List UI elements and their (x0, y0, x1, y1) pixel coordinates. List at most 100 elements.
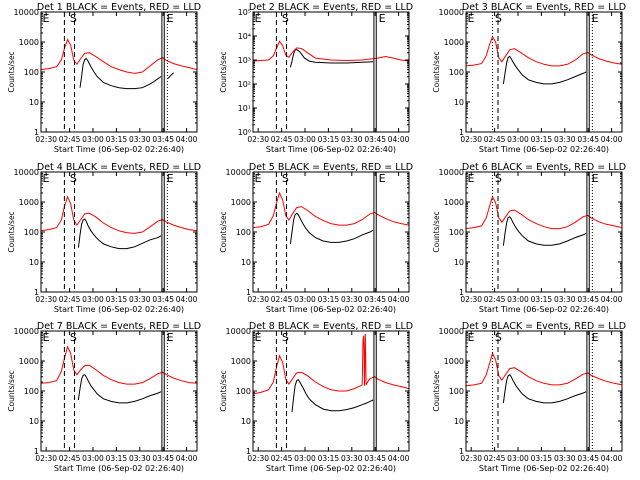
series-line-det7-events (77, 374, 162, 404)
plot-frame (465, 171, 623, 293)
series-line-det8-events (291, 378, 374, 413)
panel-title: Det 4 BLACK = Events, RED = LLD (37, 162, 201, 173)
x-axis-label: Start Time (06-Sep-02 02:26:40) (266, 305, 396, 314)
region-marker-s-1: S (495, 331, 502, 344)
y-tick-label: 100 (236, 387, 251, 396)
panel-det-2: E S E 10⁰ 10¹ 10² 10³ 10⁴ 10⁵ 02:30 02:45 03:00 03:1… (219, 2, 413, 154)
region-marker-e-2: E (167, 172, 174, 185)
y-tick-label: 10 (454, 258, 464, 267)
y-tick-label: 100 (24, 228, 39, 237)
x-tick-label: 02:45 (271, 135, 293, 144)
x-tick-label: 03:30 (341, 454, 363, 463)
plot-frame (465, 330, 623, 452)
y-tick-label: 10000 (14, 327, 39, 336)
region-marker-e-0: E (255, 172, 262, 185)
y-tick-label: 1 (246, 447, 251, 456)
x-tick-label: 04:00 (388, 295, 410, 304)
y-tick-label: 10 (29, 258, 39, 267)
x-tick-label: 02:45 (59, 135, 81, 144)
y-tick-label: 10⁵ (238, 8, 251, 17)
y-tick-label: 1000 (444, 357, 464, 366)
x-tick-label: 03:00 (507, 135, 529, 144)
region-marker-s-1: S (70, 172, 77, 185)
y-tick-label: 1 (459, 447, 464, 456)
y-tick-label: 1 (34, 447, 39, 456)
region-marker-e-2: E (592, 331, 599, 344)
x-tick-label: 02:30 (247, 454, 269, 463)
x-tick-label: 03:15 (318, 454, 340, 463)
x-tick-label: 02:45 (271, 295, 293, 304)
y-tick-label: 10000 (14, 168, 39, 177)
x-tick-label: 03:15 (106, 454, 128, 463)
y-tick-label: 10 (454, 417, 464, 426)
series-line-det4-lld (40, 195, 198, 234)
region-marker-s-1: S (70, 12, 77, 25)
series-line-det2-events (289, 49, 374, 68)
series-line-det1-lld (40, 38, 198, 74)
y-axis-label: Counts/sec (219, 51, 228, 92)
region-marker-e-0: E (43, 331, 50, 344)
series-line-det4-events (77, 218, 162, 250)
x-tick-label: 03:45 (577, 295, 599, 304)
region-marker-e-0: E (468, 331, 475, 344)
x-tick-label: 03:15 (531, 135, 553, 144)
y-tick-label: 1000 (444, 198, 464, 207)
y-tick-label: 1000 (231, 198, 251, 207)
region-marker-e-0: E (43, 172, 50, 185)
x-tick-label: 03:45 (364, 454, 386, 463)
y-tick-label: 10 (29, 417, 39, 426)
y-tick-label: 1000 (19, 38, 39, 47)
y-tick-label: 1 (459, 128, 464, 137)
x-axis-label: Start Time (06-Sep-02 02:26:40) (266, 464, 396, 473)
region-marker-e-2: E (167, 12, 174, 25)
x-tick-label: 04:00 (388, 454, 410, 463)
x-tick-label: 04:00 (176, 295, 198, 304)
region-marker-s-1: S (282, 172, 289, 185)
x-tick-label: 02:45 (59, 295, 81, 304)
y-tick-label: 10000 (439, 327, 464, 336)
x-tick-label: 03:30 (129, 135, 151, 144)
region-marker-e-0: E (255, 331, 262, 344)
y-tick-label: 1000 (19, 357, 39, 366)
x-tick-label: 03:15 (318, 295, 340, 304)
region-marker-s-1: S (495, 12, 502, 25)
x-tick-label: 03:45 (577, 135, 599, 144)
series-line-det8-lld (252, 333, 410, 395)
x-tick-label: 03:30 (554, 295, 576, 304)
panel-title: Det 5 BLACK = Events, RED = LLD (249, 162, 413, 173)
x-axis-label: Start Time (06-Sep-02 02:26:40) (479, 145, 609, 154)
y-tick-label: 10 (454, 98, 464, 107)
series-line-det6-lld (465, 195, 623, 230)
y-tick-label: 100 (449, 228, 464, 237)
x-tick-label: 03:45 (577, 454, 599, 463)
y-axis-label: Counts/sec (7, 211, 16, 252)
y-tick-label: 1000 (231, 357, 251, 366)
x-tick-label: 04:00 (176, 454, 198, 463)
x-tick-label: 03:15 (531, 454, 553, 463)
series-line-det5-events (289, 212, 374, 244)
x-tick-label: 03:00 (82, 454, 104, 463)
x-tick-label: 03:15 (531, 295, 553, 304)
y-tick-label: 1 (459, 288, 464, 297)
y-tick-label: 1 (34, 128, 39, 137)
x-tick-label: 03:45 (364, 135, 386, 144)
x-tick-label: 03:00 (507, 454, 529, 463)
panel-title: Det 2 BLACK = Events, RED = LLD (249, 2, 413, 13)
y-axis-label: Counts/sec (219, 211, 228, 252)
y-tick-label: 100 (449, 68, 464, 77)
x-tick-label: 04:00 (601, 295, 623, 304)
x-tick-label: 03:30 (341, 295, 363, 304)
series-line-det3-lld (465, 35, 623, 67)
y-axis-label: Counts/sec (219, 370, 228, 411)
region-marker-e-0: E (43, 12, 50, 25)
x-tick-label: 03:00 (294, 454, 316, 463)
region-marker-e-2: E (379, 172, 386, 185)
x-tick-label: 02:45 (271, 454, 293, 463)
y-tick-label: 100 (236, 228, 251, 237)
y-tick-label: 10² (238, 80, 251, 89)
